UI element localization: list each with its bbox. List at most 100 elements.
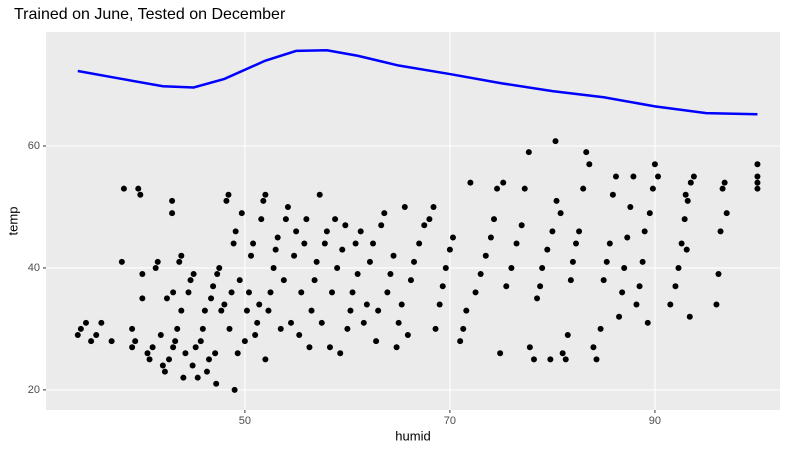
point <box>553 197 560 204</box>
point <box>636 283 643 290</box>
point <box>197 338 204 345</box>
point <box>223 197 230 204</box>
point <box>262 191 269 198</box>
point <box>395 319 402 326</box>
point <box>118 258 125 265</box>
point <box>347 307 354 314</box>
point <box>236 277 243 284</box>
point <box>93 332 100 339</box>
point <box>690 173 697 180</box>
point <box>284 203 291 210</box>
point <box>442 264 449 271</box>
point <box>373 338 380 345</box>
point <box>267 289 274 296</box>
point <box>687 179 694 186</box>
point <box>439 283 446 290</box>
point <box>603 258 610 265</box>
point <box>534 295 541 302</box>
point <box>644 319 651 326</box>
point <box>686 313 693 320</box>
point <box>159 362 166 369</box>
point <box>174 325 181 332</box>
point <box>544 246 551 253</box>
point <box>393 344 400 351</box>
point <box>308 307 315 314</box>
point <box>344 325 351 332</box>
point <box>326 344 333 351</box>
point <box>387 271 394 278</box>
point <box>342 222 349 229</box>
point <box>318 319 325 326</box>
point <box>282 216 289 223</box>
point <box>149 344 156 351</box>
x-tick-label: 90 <box>649 415 661 427</box>
point <box>221 301 228 308</box>
point <box>497 350 504 357</box>
point <box>381 210 388 217</box>
point <box>321 240 328 247</box>
point <box>272 246 279 253</box>
point <box>407 277 414 284</box>
point <box>612 173 619 180</box>
point <box>754 185 761 192</box>
point <box>619 289 626 296</box>
point <box>557 210 564 217</box>
point <box>490 216 497 223</box>
point <box>537 283 544 290</box>
point <box>436 301 443 308</box>
point <box>349 289 356 296</box>
point <box>203 368 210 375</box>
point <box>590 344 597 351</box>
point <box>199 325 206 332</box>
point <box>600 277 607 284</box>
point <box>226 325 233 332</box>
point <box>144 350 151 357</box>
point <box>357 228 364 235</box>
point <box>216 264 223 271</box>
point <box>530 356 537 363</box>
point <box>482 252 489 259</box>
point <box>401 203 408 210</box>
chart-title: Trained on June, Tested on December <box>14 6 286 23</box>
point <box>298 289 305 296</box>
point <box>621 264 628 271</box>
point <box>248 252 255 259</box>
point <box>487 234 494 241</box>
point <box>231 386 238 393</box>
point <box>243 307 250 314</box>
point <box>192 344 199 351</box>
point <box>378 222 385 229</box>
point <box>129 325 136 332</box>
point <box>562 356 569 363</box>
point <box>166 356 173 363</box>
x-axis-label: humid <box>395 428 430 443</box>
point <box>139 271 146 278</box>
point <box>293 228 300 235</box>
point <box>675 264 682 271</box>
point <box>213 380 220 387</box>
point <box>426 216 433 223</box>
point <box>77 325 84 332</box>
point <box>624 234 631 241</box>
point <box>291 252 298 259</box>
point <box>467 179 474 186</box>
point <box>230 240 237 247</box>
point <box>262 356 269 363</box>
point <box>201 307 208 314</box>
point <box>254 319 261 326</box>
point <box>178 252 185 259</box>
point <box>576 228 583 235</box>
point <box>170 289 177 296</box>
point <box>672 283 679 290</box>
point <box>232 228 239 235</box>
point <box>187 277 194 284</box>
point <box>681 216 688 223</box>
point <box>721 179 728 186</box>
point <box>597 325 604 332</box>
point <box>334 264 341 271</box>
point <box>375 307 382 314</box>
point <box>157 332 164 339</box>
point <box>332 216 339 223</box>
